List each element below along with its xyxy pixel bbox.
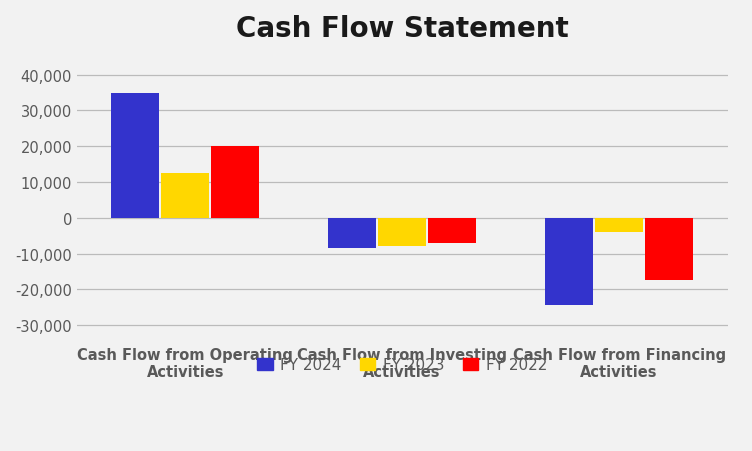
- Bar: [596, 218, 643, 233]
- Bar: [428, 218, 476, 243]
- Title: Cash Flow Statement: Cash Flow Statement: [236, 15, 569, 43]
- Bar: [545, 218, 593, 306]
- Bar: [162, 174, 209, 218]
- Bar: [645, 218, 693, 281]
- Legend: FY 2024, FY 2023, FY 2022: FY 2024, FY 2023, FY 2022: [251, 351, 553, 378]
- Bar: [111, 93, 159, 218]
- Bar: [378, 218, 426, 246]
- Bar: [329, 218, 376, 249]
- Bar: [211, 147, 259, 218]
